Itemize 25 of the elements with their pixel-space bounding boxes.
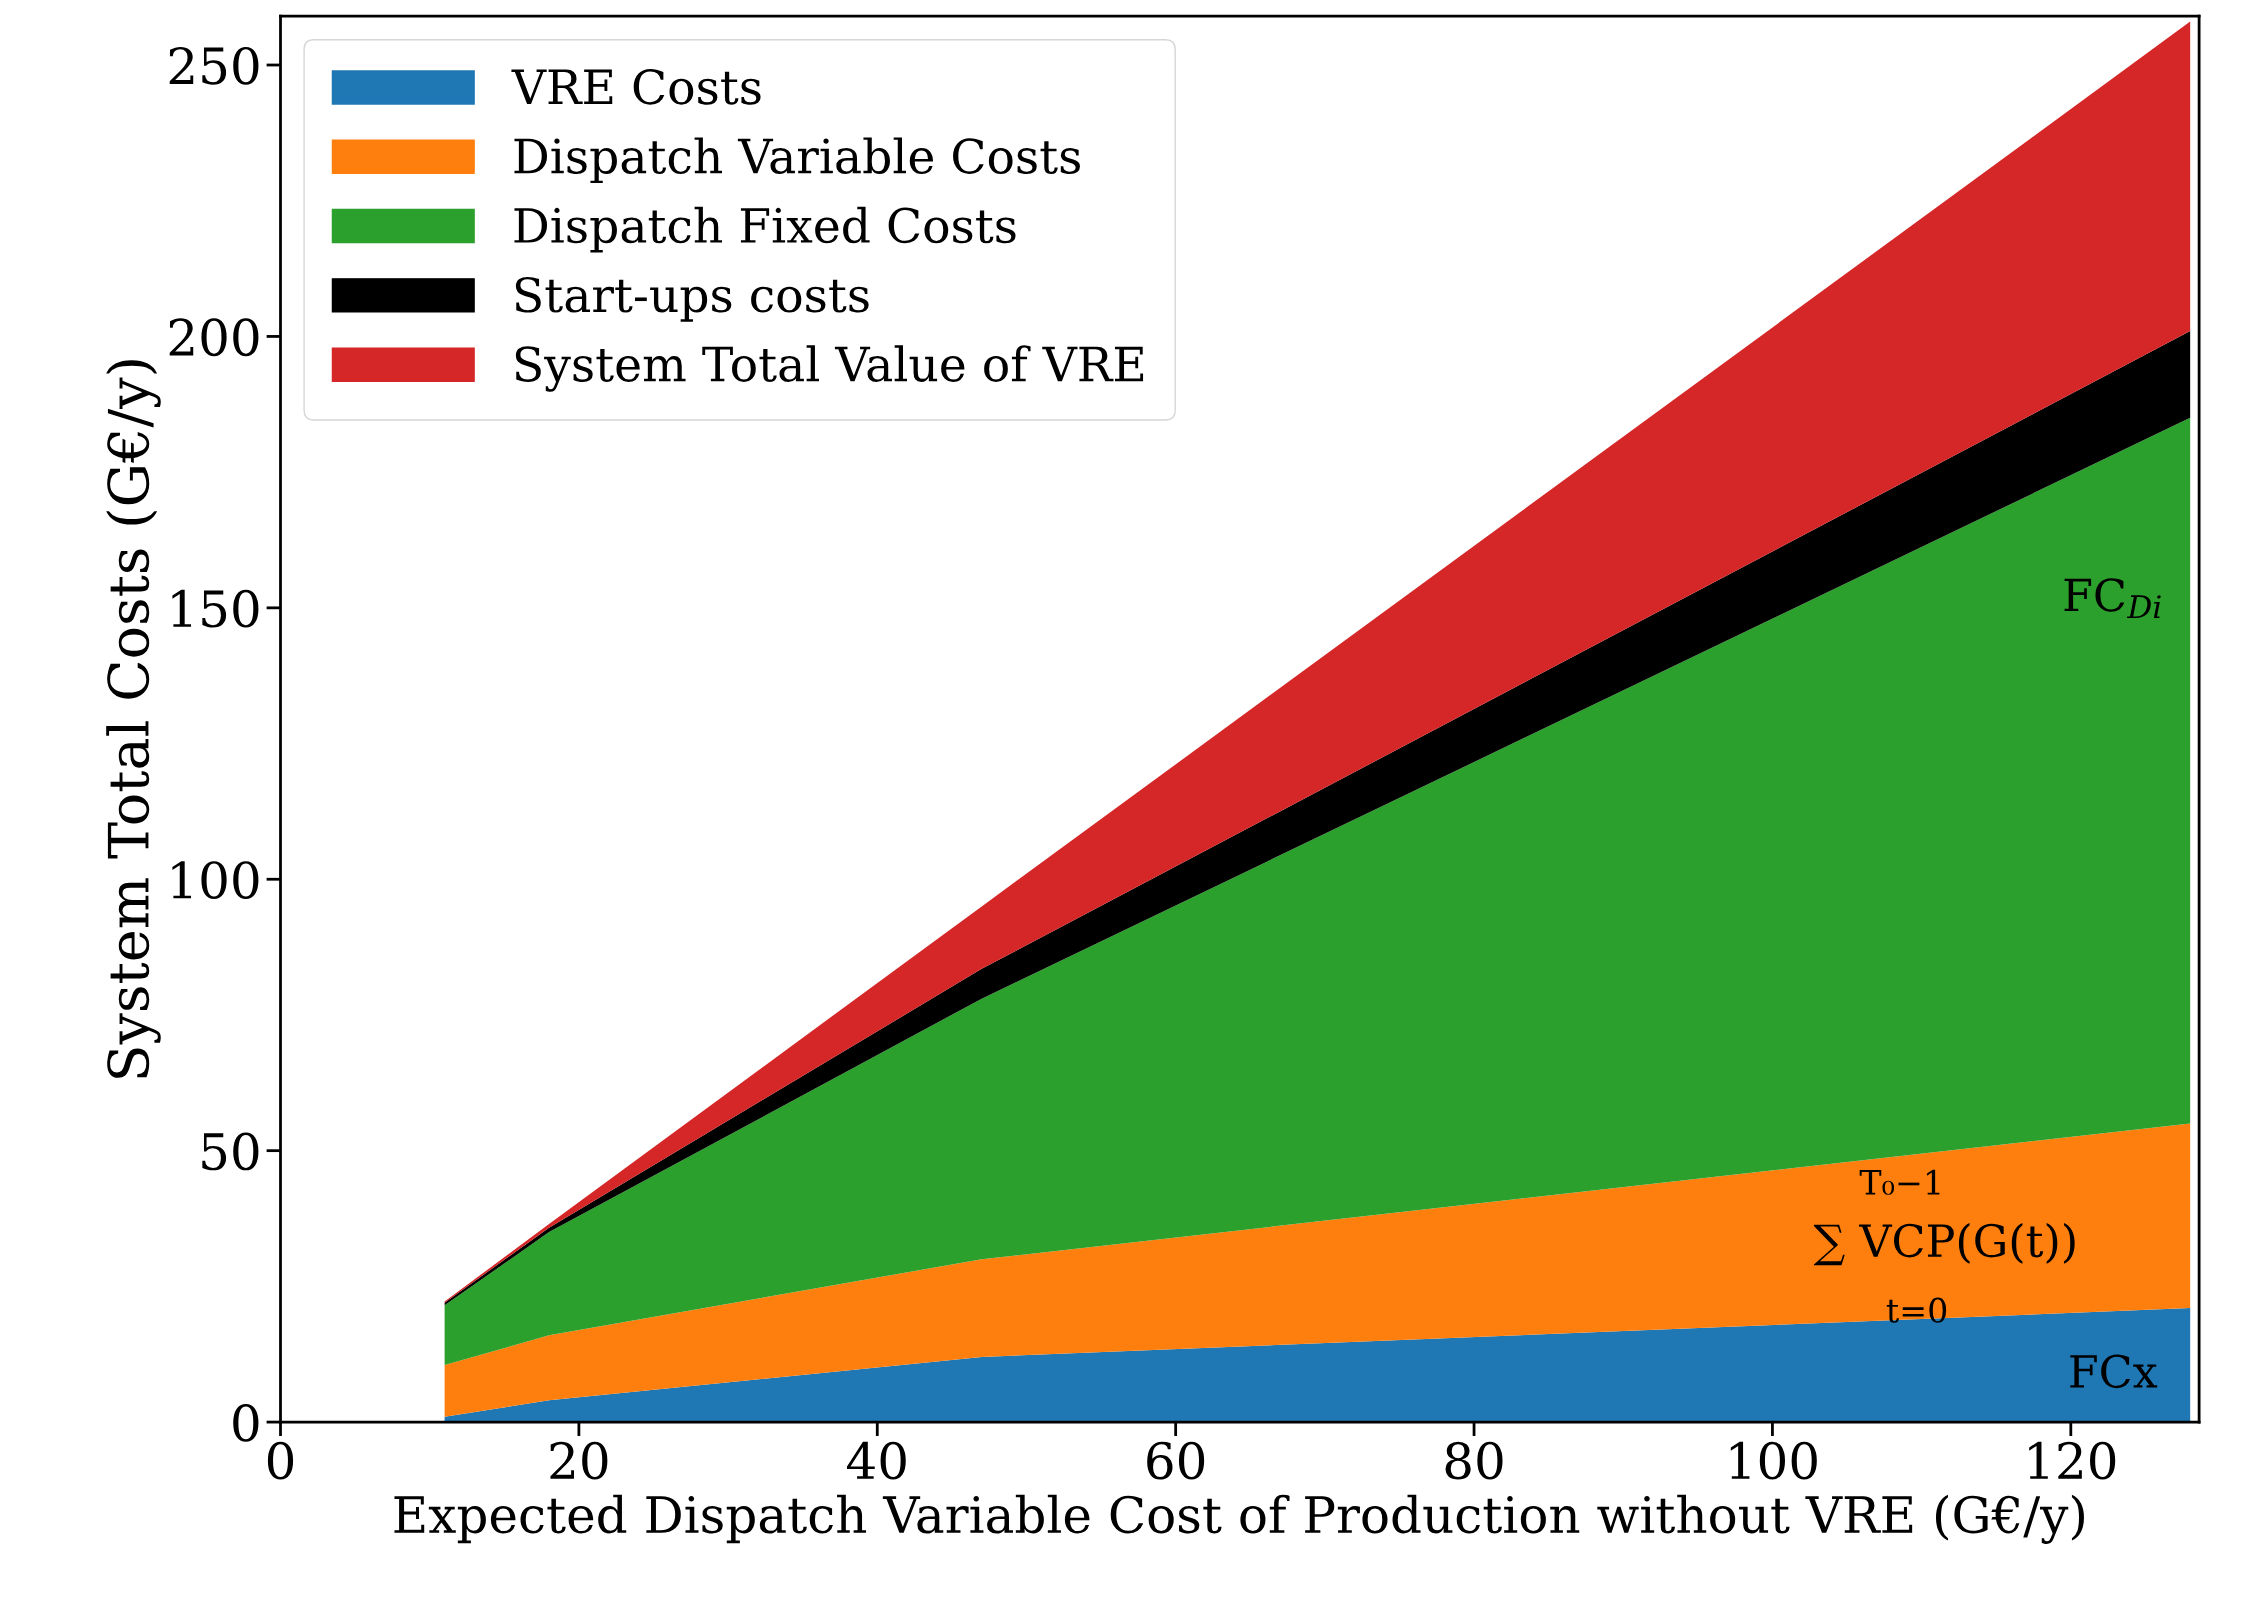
y-tick-label: 100 xyxy=(172,861,259,899)
legend-label: System Total Value of VRE xyxy=(515,345,1144,392)
annotation: t=0 xyxy=(1886,1297,1947,1323)
x-tick-label: 20 xyxy=(550,1441,608,1480)
x-axis-title: Expected Dispatch Variable Cost of Production without VRE (G€/y) xyxy=(394,1494,2084,1544)
y-tick-label: 250 xyxy=(169,46,259,85)
legend-label: VRE Costs xyxy=(511,68,761,105)
annotation: T₀−1 xyxy=(1859,1169,1940,1195)
legend-label: Dispatch Variable Costs xyxy=(514,137,1080,184)
x-tick-label: 120 xyxy=(2029,1441,2116,1480)
y-tick-label: 0 xyxy=(233,1403,259,1442)
x-tick-label: 100 xyxy=(1730,1441,1817,1480)
y-tick-label: 50 xyxy=(202,1132,259,1171)
x-tick-label: 60 xyxy=(1147,1441,1205,1480)
y-axis-title: System Total Costs (G€/y) xyxy=(106,360,161,1078)
x-tick-label: 0 xyxy=(267,1441,294,1480)
legend-label: Start-ups costs xyxy=(515,276,869,322)
legend-label: Dispatch Fixed Costs xyxy=(514,206,1016,253)
annotation: ∑ VCP(G(t)) xyxy=(1813,1223,2075,1266)
x-tick-label: 80 xyxy=(1445,1441,1503,1480)
annotation: FCx xyxy=(2070,1354,2158,1389)
annotation: FC$_{Di}$ xyxy=(2064,578,2161,619)
x-tick-label: 40 xyxy=(847,1441,906,1480)
y-tick-label: 200 xyxy=(169,318,259,357)
y-tick-label: 150 xyxy=(172,589,259,628)
